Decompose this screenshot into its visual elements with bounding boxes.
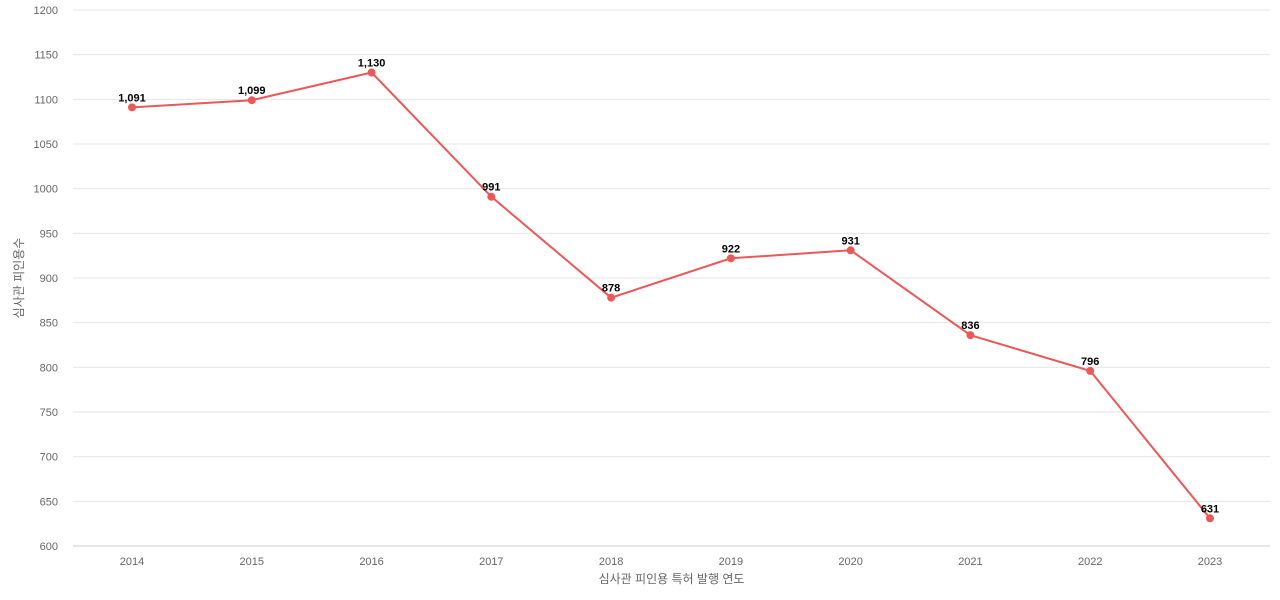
x-tick-label: 2016 (359, 556, 383, 568)
x-tick-label: 2017 (479, 556, 503, 568)
data-point[interactable] (846, 246, 855, 255)
data-label: 931 (841, 235, 859, 247)
y-tick-label: 1000 (34, 184, 58, 196)
data-label: 878 (602, 283, 620, 295)
y-tick-label: 750 (40, 407, 58, 419)
data-label: 991 (482, 182, 500, 194)
data-point[interactable] (726, 254, 735, 263)
y-tick-label: 950 (40, 228, 58, 240)
data-label: 836 (961, 320, 979, 332)
y-tick-label: 650 (40, 496, 58, 508)
x-tick-label: 2020 (838, 556, 862, 568)
y-tick-label: 700 (40, 452, 58, 464)
data-point[interactable] (1206, 514, 1214, 523)
y-axis-ticks: 600 650 700 750 800 850 900 950 1000 1050 1100 1150… (34, 5, 58, 553)
grid-lines (73, 9, 1270, 502)
data-point[interactable] (607, 293, 616, 302)
y-axis-title: 심사관 피인용수 (12, 238, 26, 319)
data-labels: 1,091 1,099 1,130 991 878 922 931 836 796 631 (118, 58, 1219, 516)
data-point[interactable] (247, 96, 256, 105)
x-tick-label: 2014 (120, 556, 144, 568)
x-tick-label: 2023 (1198, 556, 1222, 568)
data-label: 796 (1081, 356, 1099, 368)
data-label: 631 (1201, 503, 1219, 515)
data-point[interactable] (487, 192, 496, 201)
y-tick-label: 1100 (34, 94, 58, 106)
data-label: 1,130 (358, 58, 386, 70)
data-point[interactable] (367, 68, 376, 77)
series-line (131, 71, 1211, 519)
x-tick-label: 2015 (240, 556, 264, 568)
y-tick-label: 1050 (34, 139, 58, 151)
data-point[interactable] (1086, 366, 1095, 375)
x-tick-label: 2018 (599, 556, 623, 568)
x-axis-ticks: 2014 2015 2016 2017 2018 2019 2020 2021 2022 2023 (120, 556, 1222, 568)
x-tick-label: 2022 (1078, 556, 1102, 568)
x-axis-title: 심사관 피인용 특허 발행 연도 (599, 571, 745, 586)
y-tick-label: 1200 (34, 5, 58, 17)
y-tick-label: 1150 (34, 50, 58, 62)
y-tick-label: 900 (40, 273, 58, 285)
y-tick-label: 850 (40, 318, 58, 330)
x-tick-label: 2021 (958, 556, 982, 568)
y-tick-label: 600 (40, 541, 58, 553)
x-tick-label: 2019 (719, 556, 743, 568)
y-tick-label: 800 (40, 362, 58, 374)
data-label: 922 (722, 243, 740, 255)
data-points (128, 68, 1214, 523)
data-point[interactable] (966, 331, 975, 340)
data-label: 1,099 (238, 85, 266, 97)
data-point[interactable] (128, 103, 136, 112)
data-label: 1,091 (118, 92, 146, 104)
